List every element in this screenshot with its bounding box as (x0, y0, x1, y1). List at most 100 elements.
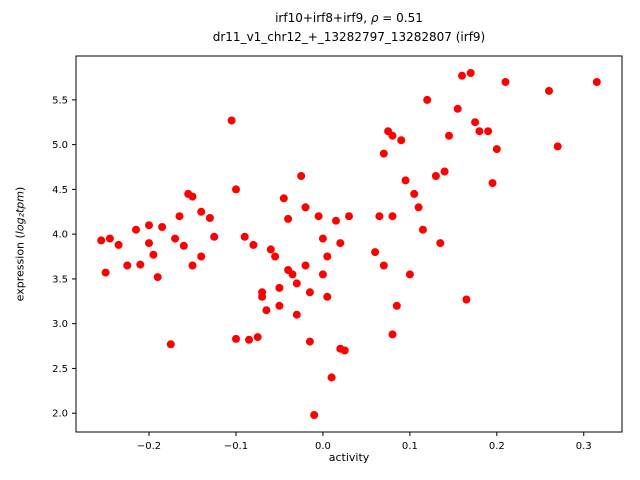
x-tick-label: 0.1 (402, 441, 418, 452)
data-point (188, 261, 197, 270)
data-point (197, 252, 206, 261)
data-point (323, 252, 332, 261)
data-point (175, 212, 184, 221)
data-point (471, 118, 480, 127)
data-point (240, 232, 249, 241)
data-point (388, 131, 397, 140)
data-point (418, 225, 427, 234)
data-point (232, 334, 240, 343)
y-tick-label: 3.0 (52, 319, 68, 330)
data-point (271, 252, 280, 261)
data-point (153, 273, 162, 282)
y-tick-label: 2.5 (52, 364, 68, 375)
data-point (166, 340, 175, 349)
data-point (158, 223, 167, 231)
data-point (275, 283, 284, 292)
data-point (297, 172, 306, 180)
data-point (327, 373, 336, 382)
data-point (388, 330, 397, 339)
data-point (171, 234, 180, 243)
data-point (458, 71, 466, 80)
data-point (284, 214, 293, 223)
y-tick-label: 3.5 (52, 274, 68, 285)
axes-box (75, 55, 623, 433)
data-point (305, 337, 314, 346)
data-point (332, 216, 340, 225)
data-point (340, 346, 349, 355)
chart-title-line1-text: irf10+irf8+irf9, (275, 11, 371, 25)
data-point (262, 306, 271, 315)
chart-title-line1-value: = 0.51 (378, 11, 423, 25)
data-point (249, 240, 258, 249)
data-point (388, 212, 397, 221)
data-point (431, 172, 440, 180)
chart-title: irf10+irf8+irf9, ρ = 0.51 dr11_v1_chr12_… (76, 9, 622, 47)
y-tick-label: 5.0 (52, 140, 68, 151)
data-point (345, 212, 353, 221)
data-point (401, 176, 410, 185)
data-point (145, 221, 153, 230)
data-point (379, 261, 388, 270)
chart-title-line1: irf10+irf8+irf9, ρ = 0.51 (76, 9, 622, 28)
data-point (145, 239, 153, 248)
data-point (310, 411, 319, 419)
data-point (445, 131, 453, 140)
data-point (245, 335, 253, 344)
data-point (314, 212, 323, 221)
data-point (405, 270, 414, 279)
x-tick-label: 0.2 (489, 441, 505, 452)
data-point (545, 86, 553, 95)
data-point (179, 241, 188, 250)
data-point (462, 295, 471, 304)
data-point (318, 270, 327, 279)
data-point (484, 127, 493, 136)
data-point (305, 288, 314, 297)
x-tick-label: 0.0 (315, 441, 331, 452)
data-point (210, 232, 219, 241)
data-point (288, 270, 297, 279)
data-point (301, 261, 310, 270)
data-point (488, 179, 497, 188)
data-point (266, 245, 275, 254)
data-point (101, 268, 110, 277)
data-point (188, 192, 197, 201)
data-point (323, 292, 332, 301)
data-point (440, 167, 449, 176)
data-point (466, 69, 475, 77)
data-point (232, 185, 240, 194)
data-point (292, 310, 301, 319)
data-point (553, 142, 562, 151)
data-point (136, 260, 145, 269)
y-tick-label: 5.5 (52, 95, 68, 106)
y-tick-label: 4.0 (52, 230, 68, 241)
data-point (392, 301, 401, 310)
x-tick-label: 0.3 (576, 441, 592, 452)
data-point (279, 194, 288, 203)
data-point (105, 234, 114, 243)
data-point (114, 240, 123, 249)
data-point (410, 189, 419, 198)
data-point (475, 127, 484, 136)
data-point (227, 116, 236, 125)
data-point (453, 104, 462, 113)
data-point (205, 214, 214, 222)
data-point (132, 225, 140, 234)
x-axis-label: activity (328, 451, 370, 464)
data-point (275, 301, 284, 310)
y-tick-label: 2.0 (52, 409, 68, 420)
data-point (197, 207, 206, 216)
x-tick-label: −0.1 (224, 441, 248, 452)
data-point (258, 288, 267, 297)
data-point (292, 279, 301, 288)
data-point (318, 234, 327, 243)
y-tick-label: 4.5 (52, 185, 68, 196)
data-point (501, 78, 510, 86)
data-point (301, 203, 310, 212)
rho-symbol: ρ (370, 11, 379, 25)
data-point (379, 149, 388, 158)
data-point (123, 261, 132, 270)
data-point (336, 239, 345, 248)
data-point (436, 239, 445, 248)
data-point (253, 333, 262, 342)
